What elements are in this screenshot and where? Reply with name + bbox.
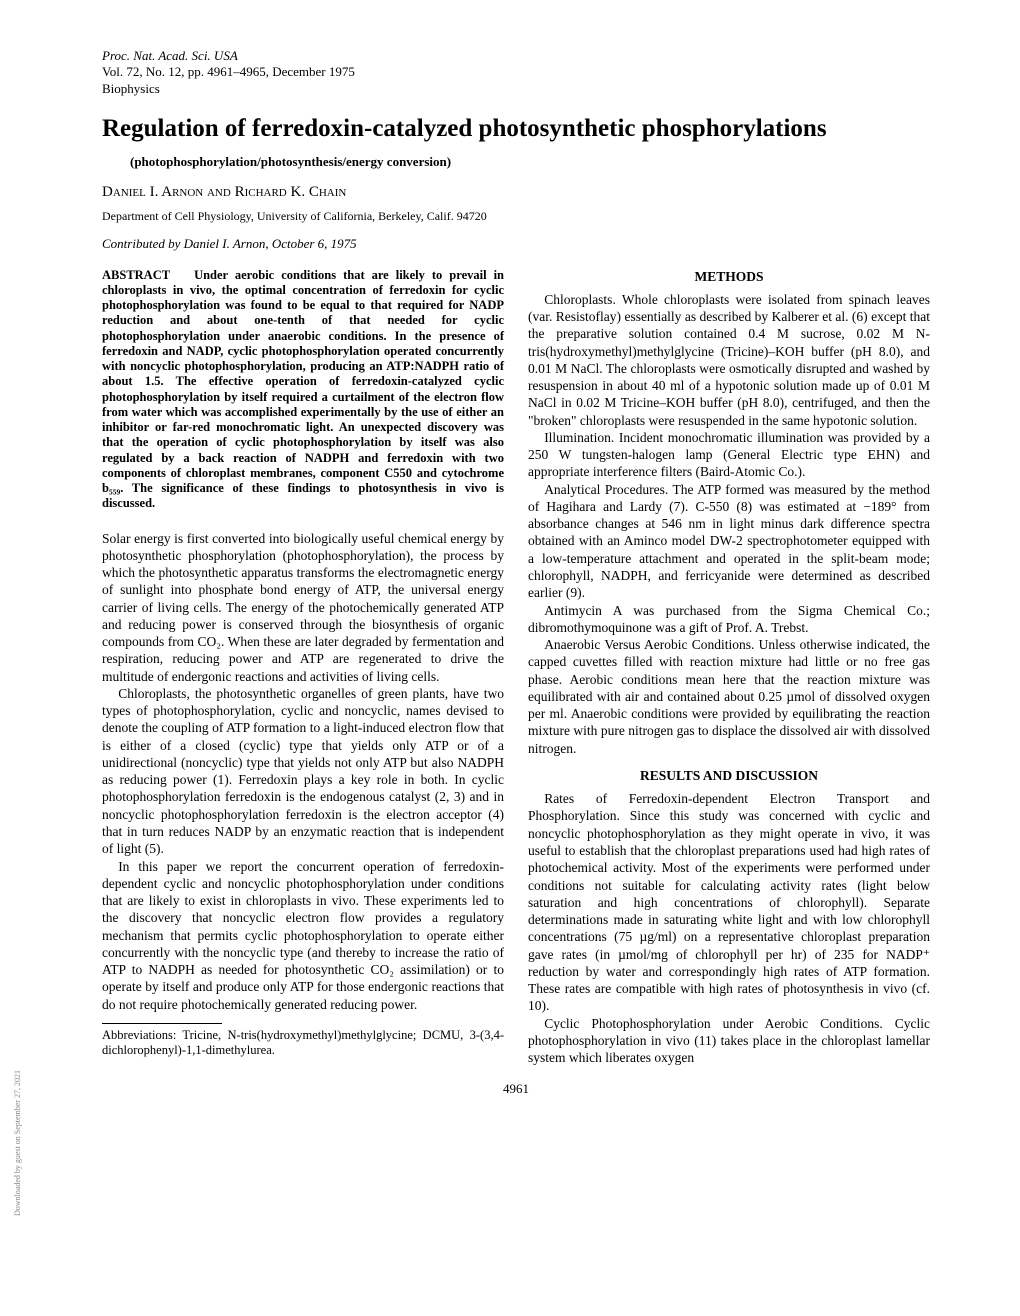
journal-issue: Vol. 72, No. 12, pp. 4961–4965, December… [102,64,930,80]
methods-p1: Chloroplasts. Whole chloroplasts were is… [528,291,930,429]
footnote-rule [102,1023,222,1024]
methods-p2: Illumination. Incident monochromatic ill… [528,429,930,481]
article-keywords: (photophosphorylation/photosynthesis/ene… [130,154,930,170]
results-p1: Rates of Ferredoxin-dependent Electron T… [528,790,930,1014]
intro-p3: In this paper we report the concurrent o… [102,858,504,1013]
journal-section: Biophysics [102,81,930,97]
download-note: Downloaded by guest on September 27, 202… [13,1070,22,1216]
results-p2: Cyclic Photophosphorylation under Aerobi… [528,1015,930,1067]
methods-p3: Analytical Procedures. The ATP formed wa… [528,481,930,602]
abstract-text: Under aerobic conditions that are likely… [102,268,504,511]
article-title: Regulation of ferredoxin-catalyzed photo… [102,115,930,144]
methods-heading: METHODS [528,268,930,285]
page: Proc. Nat. Acad. Sci. USA Vol. 72, No. 1… [0,0,1020,1316]
abstract: ABSTRACTUnder aerobic conditions that ar… [102,268,504,512]
article-authors: Daniel I. Arnon and Richard K. Chain [102,184,930,201]
methods-p4: Antimycin A was purchased from the Sigma… [528,602,930,637]
journal-info: Proc. Nat. Acad. Sci. USA Vol. 72, No. 1… [102,48,930,97]
footnote: Abbreviations: Tricine, N-tris(hydroxyme… [102,1028,504,1058]
intro-p2: Chloroplasts, the photosynthetic organel… [102,685,504,858]
journal-name: Proc. Nat. Acad. Sci. USA [102,48,930,64]
contributed-line: Contributed by Daniel I. Arnon, October … [102,236,930,252]
methods-p5: Anaerobic Versus Aerobic Conditions. Unl… [528,636,930,757]
page-number: 4961 [102,1081,930,1097]
article-affiliation: Department of Cell Physiology, Universit… [102,209,930,224]
body-columns: ABSTRACTUnder aerobic conditions that ar… [102,268,930,1068]
abstract-label: ABSTRACT [102,268,170,282]
intro-p1: Solar energy is first converted into bio… [102,530,504,685]
results-heading: RESULTS AND DISCUSSION [528,767,930,784]
